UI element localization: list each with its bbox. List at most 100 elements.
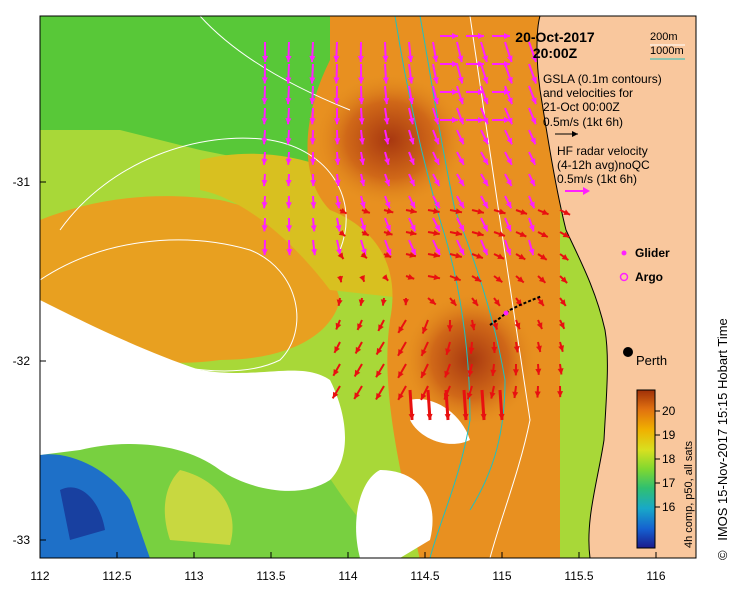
hf-arrow [353, 363, 363, 377]
gsla-arrow [480, 63, 489, 84]
gsla-arrow [440, 117, 458, 123]
hf-arrow [339, 208, 348, 215]
x-tick-label: 114 [338, 569, 357, 583]
gsla-arrow [358, 129, 365, 145]
argo-legend-label: Argo [635, 270, 663, 284]
hf-arrow [537, 297, 545, 307]
coastline [536, 16, 608, 558]
x-tick-label: 116 [646, 569, 665, 583]
hf-arrow [377, 319, 385, 332]
gsla-scale-label: 0.5m/s (1kt 6h) [543, 115, 623, 129]
gsla-arrow [440, 89, 458, 95]
gsla-arrow [408, 239, 417, 256]
hf-arrow [559, 275, 568, 284]
gsla-arrow [432, 107, 440, 125]
hf-arrow [515, 253, 526, 261]
gsla-arrow [504, 63, 513, 84]
gsla-arrow [528, 85, 537, 105]
colorbar-tick-label: 19 [662, 428, 676, 442]
gsla-arrow [383, 107, 390, 125]
gsla-line3: 21-Oct 00:00Z [543, 100, 620, 114]
cloud-gap-mid [410, 399, 470, 444]
gsla-arrow [384, 151, 390, 166]
gsla-arrow [528, 217, 535, 232]
hf-arrow [493, 297, 501, 307]
hf-arrow [514, 319, 521, 330]
perth-marker [623, 347, 633, 357]
hf-arrow [375, 341, 385, 356]
plot-frame [39, 15, 697, 559]
gsla-arrow [504, 41, 513, 63]
gsla-arrow [334, 129, 341, 145]
gsla-arrow [360, 217, 367, 232]
gsla-arrow [504, 217, 512, 232]
gsla-arrow [335, 217, 342, 232]
hf-arrow [558, 341, 565, 353]
hf-arrow [559, 253, 569, 261]
hf-arrow [427, 297, 437, 306]
title-date: 20-Oct-2017 [515, 29, 595, 45]
hf-arrow [449, 252, 463, 259]
hf-arrow [536, 341, 542, 353]
bathymetry-1000m [394, 16, 471, 558]
gsla-arrow [285, 107, 292, 125]
hf-arrow [471, 208, 485, 215]
gsla-arrow [456, 85, 464, 105]
warm-core-north [310, 70, 470, 210]
hf-arrow [380, 297, 387, 306]
hf-arrow [536, 319, 543, 330]
gsla-arrow [456, 217, 465, 232]
gsla-arrow [333, 41, 340, 63]
hf-arrow [559, 231, 570, 239]
copyright-symbol: © [715, 550, 730, 560]
gsla-contour [199, 16, 351, 111]
x-tick-label: 113 [184, 569, 203, 583]
legend-1000m-label: 1000m [650, 45, 684, 57]
gsla-arrow [335, 195, 341, 209]
gsla-arrow [336, 239, 342, 256]
gsla-arrow [261, 217, 268, 232]
gsla-arrow [261, 151, 268, 165]
gsla-velocity-arrows [261, 33, 537, 256]
gsla-arrow [358, 63, 365, 84]
gsla-arrow [285, 41, 292, 63]
gsla-arrow [480, 173, 489, 187]
hf-arrow [356, 319, 363, 331]
gsla-arrow [432, 217, 441, 232]
colorbar-tick-label: 18 [662, 452, 676, 466]
hf-arrow [421, 319, 429, 334]
cloud-gap-large [40, 300, 345, 491]
x-tick-label: 112 [30, 569, 49, 583]
hf-arrow [444, 389, 451, 421]
x-tick-label: 112.5 [102, 569, 131, 583]
gsla-arrow [359, 151, 366, 165]
gsla-arrow [309, 63, 316, 84]
hf-arrow [490, 363, 497, 377]
gsla-arrow [358, 107, 365, 125]
hf-arrow [361, 230, 370, 237]
hf-arrow [449, 230, 463, 237]
gsla-arrow [261, 85, 268, 105]
hf-arrow [493, 275, 503, 283]
gsla-arrow [480, 41, 489, 63]
bathymetry-200m [469, 16, 531, 558]
gsla-arrow [480, 129, 489, 145]
y-axis-ticks: -31 -32 -33 [13, 175, 46, 547]
hf-arrow [332, 363, 341, 377]
hf-arrow [353, 385, 363, 400]
gsla-arrow [480, 85, 489, 105]
hf-arrow [444, 363, 451, 378]
gsla-arrow [432, 85, 440, 105]
hf-arrow [358, 297, 365, 306]
hf-arrow [559, 297, 567, 307]
gsla-arrow [383, 129, 390, 145]
gsla-arrow [408, 129, 415, 145]
hf-arrow [558, 319, 566, 330]
gsla-arrow [359, 195, 366, 209]
hf-arrow [408, 389, 415, 421]
gsla-arrow [285, 151, 292, 165]
colorbar-label: 4h comp, p50, all sats [683, 440, 695, 548]
hf-arrow [512, 385, 519, 399]
hf-arrow [397, 385, 407, 401]
